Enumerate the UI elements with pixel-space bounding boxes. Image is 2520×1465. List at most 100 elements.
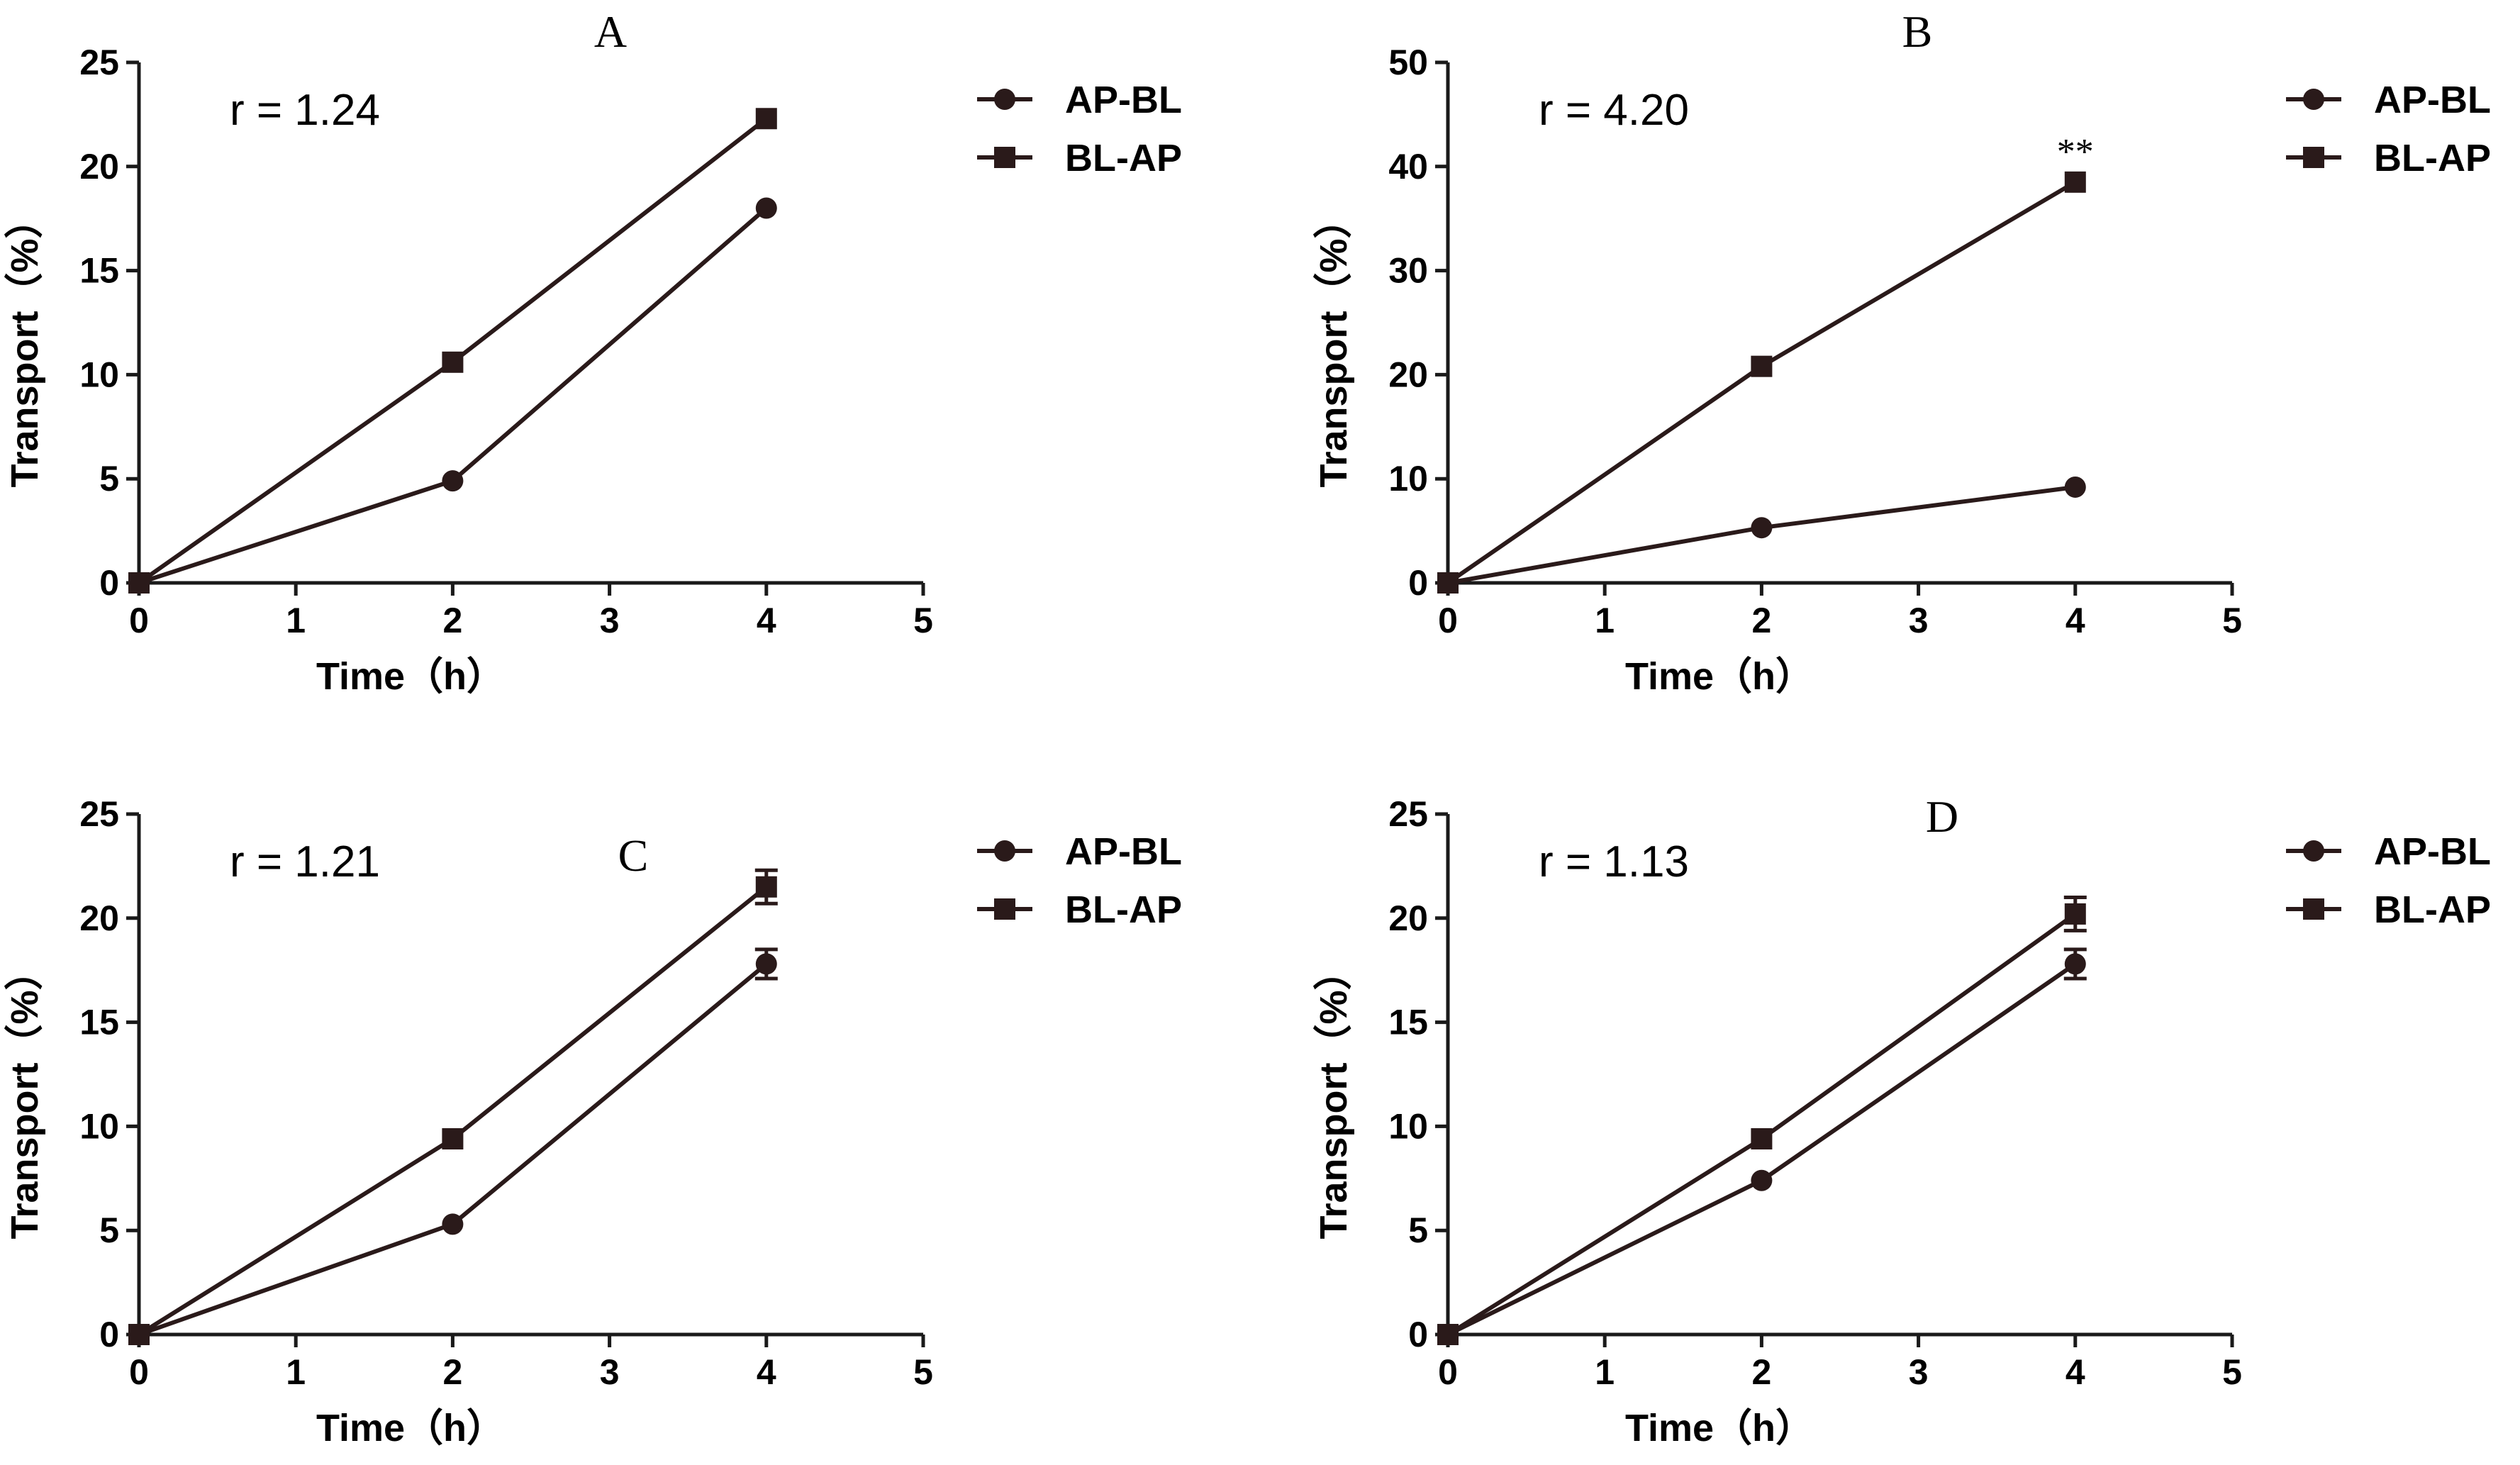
- legend-marker: [2303, 147, 2324, 168]
- legend-marker: [994, 147, 1015, 168]
- legend-label: BL-AP: [1065, 137, 1182, 179]
- data-point: [442, 1213, 464, 1235]
- data-point: [442, 1128, 464, 1150]
- legend-label: BL-AP: [2374, 137, 2491, 179]
- y-axis-title: Transport（%）: [4, 952, 46, 1239]
- y-tick-label: 25: [79, 794, 119, 834]
- legend-marker: [994, 89, 1015, 110]
- significance-mark: **: [2057, 132, 2094, 172]
- y-axis-title: Transport（%）: [4, 200, 46, 487]
- x-tick-label: 5: [913, 1352, 933, 1392]
- data-point: [442, 351, 464, 373]
- x-tick-label: 2: [1751, 601, 1771, 640]
- x-tick-label: 0: [129, 1352, 149, 1392]
- data-point: [755, 876, 777, 898]
- y-tick-label: 20: [79, 898, 119, 938]
- x-tick-label: 5: [913, 601, 933, 640]
- x-tick-label: 1: [286, 601, 306, 640]
- x-axis-title: Time（h）: [1625, 655, 1814, 698]
- ratio-annotation: r = 1.21: [230, 837, 380, 886]
- series-line: [138, 116, 768, 585]
- y-tick-label: 20: [1388, 898, 1428, 938]
- legend-label: AP-BL: [1065, 830, 1182, 873]
- legend-label: AP-BL: [1065, 79, 1182, 121]
- y-tick-label: 0: [1408, 1315, 1428, 1354]
- legend-label: BL-AP: [2374, 889, 2491, 931]
- x-tick-label: 4: [757, 601, 776, 640]
- data-point: [2064, 903, 2086, 925]
- legend-label: AP-BL: [2374, 830, 2491, 873]
- y-tick-label: 0: [99, 1315, 119, 1354]
- x-tick-label: 2: [1751, 1352, 1771, 1392]
- data-point: [1751, 355, 1773, 377]
- y-tick-label: 0: [1408, 563, 1428, 603]
- data-point: [1437, 572, 1459, 594]
- x-tick-label: 1: [286, 1352, 306, 1392]
- x-tick-label: 3: [600, 1352, 620, 1392]
- y-tick-label: 15: [1388, 1003, 1428, 1042]
- x-tick-label: 5: [2222, 601, 2242, 640]
- data-point: [1751, 1128, 1773, 1150]
- legend-marker: [994, 898, 1015, 920]
- x-tick-label: 4: [757, 1352, 776, 1392]
- y-tick-label: 10: [1388, 1106, 1428, 1146]
- y-tick-label: 10: [79, 1106, 119, 1146]
- legend-label: AP-BL: [2374, 79, 2491, 121]
- y-tick-label: 25: [79, 43, 119, 82]
- x-axis-title: Time（h）: [316, 655, 505, 698]
- legend-label: BL-AP: [1065, 889, 1182, 931]
- y-tick-label: 5: [99, 459, 119, 498]
- y-tick-label: 20: [79, 147, 119, 186]
- x-tick-label: 3: [1909, 1352, 1929, 1392]
- x-tick-label: 1: [1595, 1352, 1615, 1392]
- chart-panel-d: 0 5 10 15 20 25 0 1 2 3 4 5 Time（h） Transport（%） Dr = …: [1312, 791, 2491, 1449]
- x-tick-label: 4: [2065, 601, 2085, 640]
- data-point: [128, 572, 150, 594]
- x-tick-label: 3: [1909, 601, 1929, 640]
- series-ap-bl: AP-BL: [1437, 79, 2491, 594]
- series-line: [1446, 912, 2077, 1337]
- y-tick-label: 15: [79, 251, 119, 291]
- ratio-annotation: r = 1.24: [230, 86, 380, 135]
- x-tick-label: 2: [442, 1352, 462, 1392]
- y-tick-label: 5: [1408, 1210, 1428, 1250]
- legend-marker: [2303, 89, 2324, 110]
- y-tick-label: 30: [1388, 251, 1428, 291]
- chart-panel-c: 0 5 10 15 20 25 0 1 2 3 4 5 Time（h） Transport（%） Cr = …: [4, 794, 1182, 1449]
- data-point: [2064, 953, 2086, 975]
- panel-letter: C: [618, 830, 649, 881]
- y-tick-label: 10: [1388, 459, 1428, 498]
- data-point: [755, 953, 777, 975]
- x-axis-title: Time（h）: [1625, 1407, 1814, 1449]
- y-tick-label: 5: [99, 1210, 119, 1250]
- panel-letter: A: [594, 6, 627, 57]
- data-point: [128, 1324, 150, 1345]
- x-tick-label: 4: [2065, 1352, 2085, 1392]
- data-point: [2064, 476, 2086, 498]
- series-bl-ap: BL-AP: [128, 868, 1182, 1345]
- data-point: [442, 470, 464, 492]
- legend-marker: [2303, 840, 2324, 862]
- legend-marker: [994, 840, 1015, 862]
- legend-marker: [2303, 898, 2324, 920]
- data-point: [755, 108, 777, 130]
- series-line: [138, 885, 768, 1337]
- x-axis-title: Time（h）: [316, 1407, 505, 1449]
- series-line: [138, 206, 768, 585]
- y-tick-label: 20: [1388, 355, 1428, 394]
- panel-letter: D: [1926, 791, 1958, 842]
- y-tick-label: 40: [1388, 147, 1428, 186]
- y-tick-label: 50: [1388, 43, 1428, 82]
- data-point: [1437, 1324, 1459, 1345]
- x-tick-label: 0: [129, 601, 149, 640]
- series-bl-ap: BL-AP: [1437, 137, 2491, 594]
- chart-panel-b: 0 10 20 30 40 50 0 1 2 3 4 5 Time（h） Transport（%） Br =…: [1312, 6, 2491, 698]
- data-point: [1751, 517, 1773, 539]
- panel-letter: B: [1902, 6, 1933, 57]
- x-tick-label: 2: [442, 601, 462, 640]
- series-ap-bl: AP-BL: [128, 79, 1182, 594]
- series-bl-ap: BL-AP: [128, 108, 1182, 594]
- data-point: [755, 197, 777, 219]
- y-tick-label: 10: [79, 355, 119, 394]
